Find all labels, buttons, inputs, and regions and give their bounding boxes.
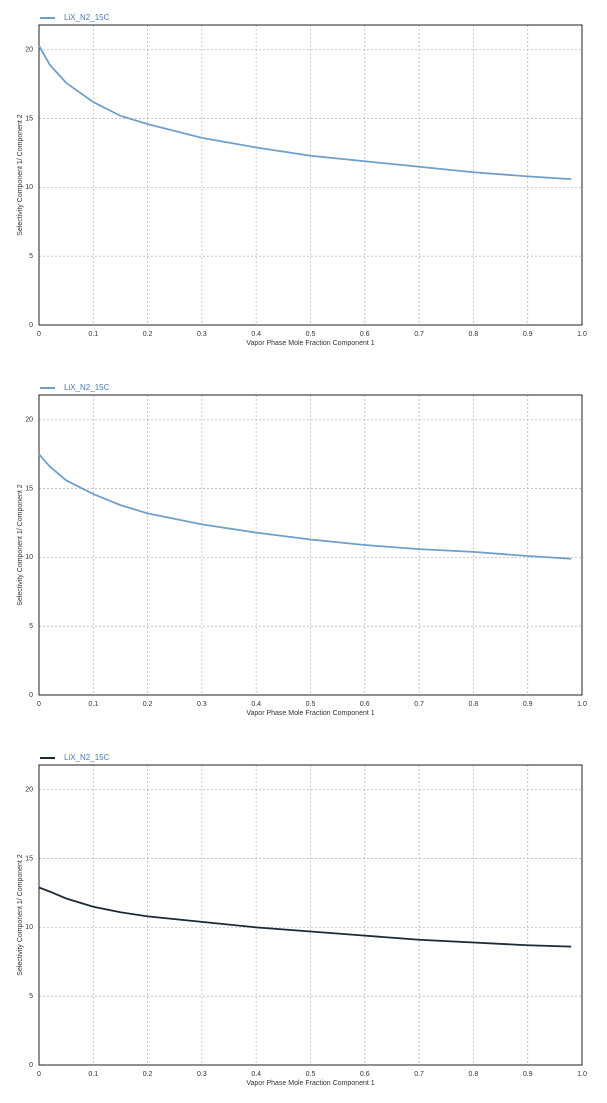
x-tick-label: 0.1 [88,701,98,708]
x-tick-label: 0.7 [414,331,424,338]
y-tick-label: 0 [29,322,33,329]
x-tick-label: 0.2 [143,1071,153,1078]
x-tick-label: 0 [37,1071,41,1078]
x-tick-label: 0.5 [306,701,316,708]
x-tick-label: 1.0 [577,331,587,338]
y-tick-label: 0 [29,1062,33,1069]
line [38,45,572,181]
x-tick-label: 0 [37,331,41,338]
x-tick-label: 0.2 [143,701,153,708]
x-tick-label: 0.8 [469,701,479,708]
x-tick-label: 0 [37,701,41,708]
plot-frame [38,764,583,1066]
y-tick-label: 20 [25,47,33,54]
x-axis-label: Vapor Phase Mole Fraction Component 1 [246,340,374,347]
x-tick-label: 0.9 [523,1071,533,1078]
x-tick-label: 0.8 [469,331,479,338]
x-tick-label: 0.7 [414,701,424,708]
x-axis-label: Vapor Phase Mole Fraction Component 1 [246,1080,374,1087]
x-tick-label: 0.9 [523,331,533,338]
x-tick-label: 0.7 [414,1071,424,1078]
x-tick-label: 0.9 [523,701,533,708]
x-tick-label: 0.6 [360,1071,370,1078]
x-tick-label: 0.3 [197,1071,207,1078]
y-axis-label: Selectivity Component 1/ Component 2 [17,484,24,606]
y-tick-label: 10 [25,924,33,931]
y-tick-label: 20 [25,787,33,794]
x-tick-label: 0.4 [251,1071,261,1078]
x-tick-label: 0.3 [197,701,207,708]
y-tick-label: 10 [25,184,33,191]
plot-frame [38,394,583,696]
y-tick-label: 20 [25,417,33,424]
x-tick-label: 0.6 [360,331,370,338]
line [38,886,572,948]
x-tick-label: 0.4 [251,331,261,338]
x-tick-label: 1.0 [577,701,587,708]
x-tick-label: 0.2 [143,331,153,338]
x-axis-label: Vapor Phase Mole Fraction Component 1 [246,710,374,717]
y-axis-label: Selectivity Component 1/ Component 2 [17,854,24,976]
x-tick-label: 1.0 [577,1071,587,1078]
x-tick-label: 0.1 [88,1071,98,1078]
y-tick-label: 15 [25,855,33,862]
x-tick-label: 0.4 [251,701,261,708]
y-tick-label: 10 [25,554,33,561]
plot-frame [38,24,583,326]
legend-label: LiX_N2_15C [64,13,110,22]
legend-label: LiX_N2_15C [64,383,110,392]
x-tick-label: 0.6 [360,701,370,708]
legend-label: LiX_N2_15C [64,753,110,762]
x-tick-label: 0.5 [306,1071,316,1078]
x-tick-label: 0.1 [88,331,98,338]
y-tick-label: 0 [29,692,33,699]
y-axis-label: Selectivity Component 1/ Component 2 [17,114,24,236]
y-tick-label: 15 [25,115,33,122]
y-tick-label: 5 [29,623,33,630]
line [38,453,572,560]
y-tick-label: 5 [29,993,33,1000]
y-tick-label: 15 [25,485,33,492]
x-tick-label: 0.3 [197,331,207,338]
y-tick-label: 5 [29,253,33,260]
x-tick-label: 0.8 [469,1071,479,1078]
x-tick-label: 0.5 [306,331,316,338]
